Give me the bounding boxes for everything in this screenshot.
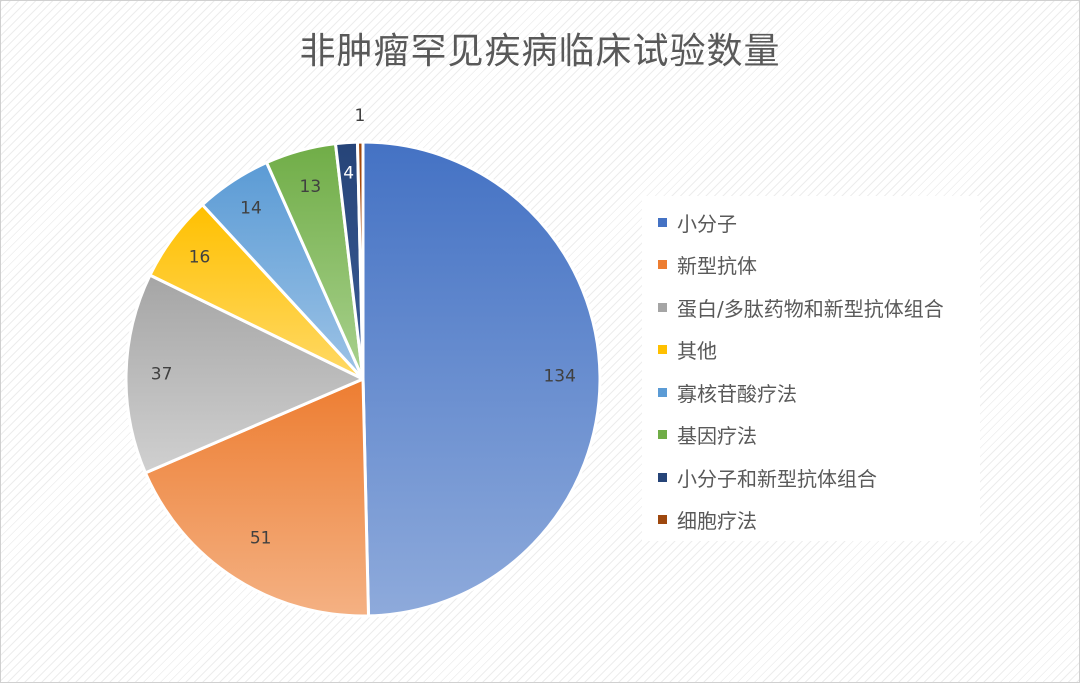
data-label: 134 [543,367,575,387]
legend-label: 寡核苷酸疗法 [677,381,797,406]
data-label: 51 [250,529,272,549]
legend-label: 小分子和新型抗体组合 [677,466,877,491]
legend-label: 新型抗体 [677,254,757,278]
legend-item: 基因疗法 [658,421,757,449]
chart-title: 非肿瘤罕见疾病临床试验数量 [299,31,781,72]
pie-slice [124,273,365,475]
legend-swatch [658,430,667,439]
data-label: 1 [355,106,366,126]
pie-slice [143,377,371,618]
legend-label: 蛋白/多肽药物和新型抗体组合 [677,296,944,321]
legend-swatch [658,260,667,269]
data-label: 13 [300,177,322,197]
data-label: 14 [240,199,262,219]
legend-item: 寡核苷酸疗法 [658,378,797,406]
legend-swatch [658,387,667,397]
legend-item: 小分子和新型抗体组合 [658,463,877,491]
data-label: 4 [343,163,354,183]
legend-swatch [658,345,667,354]
legend-swatch [658,472,667,482]
legend-item: 蛋白/多肽药物和新型抗体组合 [658,293,944,321]
legend-label: 基因疗法 [677,424,757,448]
legend-item: 其他 [658,336,717,364]
legend-label: 小分子 [677,211,737,236]
data-label: 16 [189,247,211,267]
legend-label: 细胞疗法 [677,509,757,533]
legend-item: 新型抗体 [658,251,757,279]
legend-swatch [658,515,667,524]
pie-slice [355,140,365,381]
legend-label: 其他 [677,339,717,363]
data-label: 37 [151,364,173,384]
chart-legend: 小分子新型抗体蛋白/多肽药物和新型抗体组合 其他寡核苷酸疗法 基因疗法小分子和新型抗… [642,196,980,541]
pie-slice [361,140,602,618]
legend-swatch [658,302,667,312]
legend-item: 小分子 [658,208,737,236]
legend-swatch [658,217,667,227]
legend-item: 细胞疗法 [658,506,757,534]
